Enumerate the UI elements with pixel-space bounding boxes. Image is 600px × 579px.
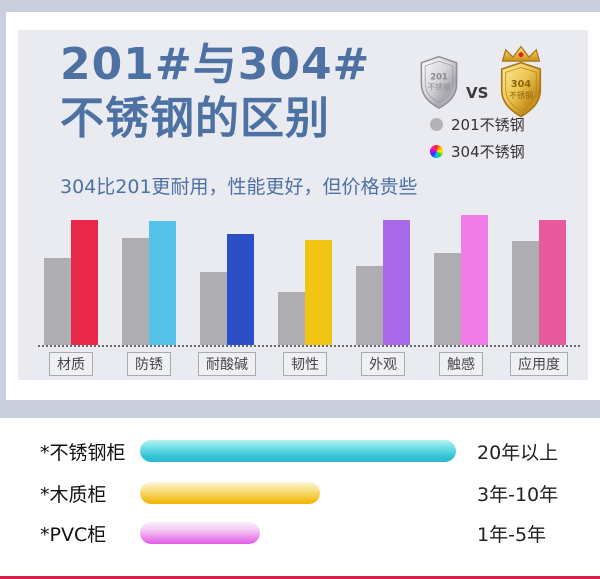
lifespan-section: *不锈钢柜 20年以上 *木质柜 3年-10年 *PVC柜 1年-5年 xyxy=(0,418,600,576)
shield-201-bottom-text: 不锈钢 xyxy=(428,82,451,92)
title-line-2: 不锈钢的区别 xyxy=(60,92,330,144)
category-label-box: 防锈 xyxy=(127,352,171,376)
title-line-1: 201#与304# xyxy=(60,39,371,90)
bar-group-5 xyxy=(356,220,410,345)
bar-304 xyxy=(461,215,488,345)
bar-304 xyxy=(305,240,332,345)
bar-304 xyxy=(383,220,410,345)
bottom-accent-line xyxy=(0,576,600,579)
category-cell: 触感 xyxy=(434,352,488,376)
left-frame-strip xyxy=(0,12,6,402)
category-label-box: 耐酸碱 xyxy=(198,352,256,376)
category-label-box: 外观 xyxy=(361,352,405,376)
vs-label: VS xyxy=(466,84,489,102)
category-label-box: 应用度 xyxy=(510,352,568,376)
row-label: *不锈钢柜 xyxy=(40,441,126,464)
bar-group-3 xyxy=(200,234,254,345)
row-value: 1年-5年 xyxy=(477,523,547,546)
bar-304 xyxy=(227,234,254,345)
row-label: *木质柜 xyxy=(40,483,107,506)
bar-201 xyxy=(434,253,461,345)
page-subtitle: 304比201更耐用，性能更好，但价格贵些 xyxy=(60,176,418,198)
lifespan-row-wood: *木质柜 3年-10年 xyxy=(0,482,600,506)
lifespan-row-pvc: *PVC柜 1年-5年 xyxy=(0,522,600,546)
gray-dot-icon xyxy=(430,117,443,131)
bar-201 xyxy=(278,292,305,345)
category-labels: 材质 防锈 耐酸碱 韧性 外观 触感 应用度 xyxy=(44,352,568,376)
silver-shield-201-icon: 201 不锈钢 xyxy=(420,55,458,109)
bar-group-4 xyxy=(278,240,332,345)
stainless-bar xyxy=(140,440,456,462)
bar-group-6 xyxy=(434,215,488,345)
bar-group-1 xyxy=(44,220,98,345)
bar-201 xyxy=(44,258,71,345)
lifespan-row-stainless: *不锈钢柜 20年以上 xyxy=(0,440,600,464)
page-title: 201#与304# 不锈钢的区别 xyxy=(60,38,420,145)
row-label: *PVC柜 xyxy=(40,523,107,546)
legend-label-201: 201不锈钢 xyxy=(451,115,525,134)
shield-304-top-text: 304 xyxy=(511,79,531,90)
bar-201 xyxy=(356,266,383,345)
versus-block: 201 不锈钢 VS 304 不锈钢 xyxy=(416,42,576,122)
crown-icon xyxy=(502,45,541,62)
gold-shield-304-icon: 304 不锈钢 xyxy=(501,45,542,118)
comparison-panel: 201#与304# 不锈钢的区别 304比201更耐用，性能更好，但价格贵些 2… xyxy=(18,30,588,380)
category-label-box: 材质 xyxy=(49,352,93,376)
bar-201 xyxy=(512,241,539,345)
bar-201 xyxy=(200,272,227,345)
category-cell: 防锈 xyxy=(122,352,176,376)
chart-baseline xyxy=(38,345,580,347)
category-label-box: 触感 xyxy=(439,352,483,376)
bar-group-2 xyxy=(122,221,176,345)
color-wheel-dot-icon xyxy=(430,144,443,158)
category-cell: 耐酸碱 xyxy=(198,352,256,376)
wood-bar xyxy=(140,482,321,504)
row-value: 20年以上 xyxy=(477,441,559,464)
chart-legend: 201不锈钢 304不锈钢 xyxy=(430,114,525,168)
category-cell: 应用度 xyxy=(510,352,568,376)
shield-201-top-text: 201 xyxy=(430,72,448,82)
shield-304-bottom-text: 不锈钢 xyxy=(509,90,533,100)
row-value: 3年-10年 xyxy=(477,483,559,506)
grouped-bar-chart: 材质 防锈 耐酸碱 韧性 外观 触感 应用度 xyxy=(38,213,580,377)
legend-item-201: 201不锈钢 xyxy=(430,114,525,134)
category-cell: 外观 xyxy=(356,352,410,376)
category-label-box: 韧性 xyxy=(283,352,327,376)
bar-304 xyxy=(539,220,566,345)
bar-304 xyxy=(71,220,98,345)
category-cell: 材质 xyxy=(44,352,98,376)
bar-201 xyxy=(122,238,149,345)
middle-frame-band xyxy=(0,400,600,418)
bar-groups xyxy=(44,213,566,345)
legend-item-304: 304不锈钢 xyxy=(430,141,525,161)
bar-304 xyxy=(149,221,176,345)
legend-label-304: 304不锈钢 xyxy=(451,142,525,161)
top-frame-band xyxy=(0,0,600,12)
bar-group-7 xyxy=(512,220,566,345)
category-cell: 韧性 xyxy=(278,352,332,376)
pvc-bar xyxy=(140,522,261,544)
